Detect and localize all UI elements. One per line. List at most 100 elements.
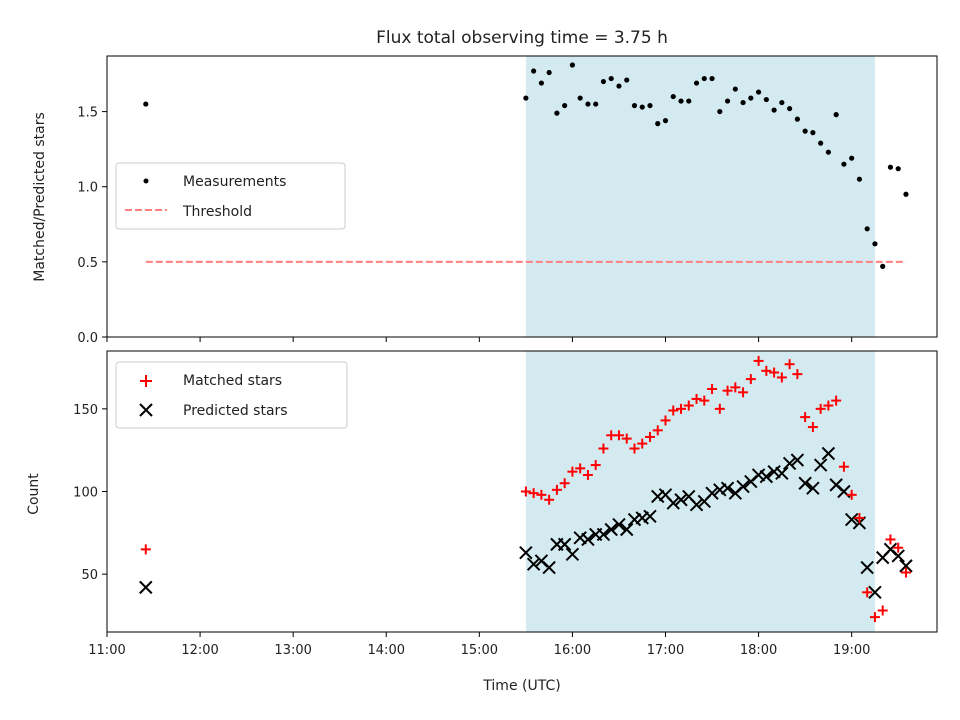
measurement-point <box>825 149 832 155</box>
matched-star-point <box>629 443 640 454</box>
predicted-star-stroke-b <box>767 464 781 479</box>
measurement-point <box>818 140 824 146</box>
predicted-star-stroke-b <box>759 469 774 484</box>
measurement-point <box>771 107 777 113</box>
top-observing-window-shade <box>525 56 875 337</box>
matched-star-point <box>582 469 593 480</box>
legend-predicted-marker <box>139 403 153 417</box>
measurement-point <box>639 104 645 110</box>
matched-star-point <box>753 355 764 366</box>
matched-star-point <box>730 382 741 393</box>
matched-star-point <box>854 512 865 523</box>
measurement-point <box>523 95 529 101</box>
predicted-star-stroke-b <box>705 486 719 500</box>
measurement-point <box>802 128 808 134</box>
measurement-point <box>655 121 661 127</box>
x-tick-label: 12:00 <box>181 643 218 658</box>
predicted-star-point <box>720 481 735 495</box>
matched-star-point <box>838 461 849 472</box>
measurement-point <box>608 75 614 82</box>
bottom-y-tick-label: 50 <box>81 568 98 583</box>
legend-matched-marker <box>140 375 152 387</box>
measurement-point <box>872 241 878 247</box>
matched-star-point <box>652 425 663 436</box>
predicted-star-stroke-b <box>682 489 696 504</box>
predicted-star-stroke-b <box>557 537 572 552</box>
measurement-point <box>787 105 793 112</box>
top-panel: 0.0 0.5 1.0 1.5 Matched/Predicted stars Mea… <box>32 55 938 346</box>
measurement-point <box>554 110 560 116</box>
predicted-star-point <box>620 522 634 537</box>
predicted-star-point <box>542 560 556 575</box>
matched-star-point <box>140 544 151 555</box>
predicted-star-stroke-b <box>519 545 533 560</box>
predicted-star-point <box>526 557 541 571</box>
matched-star-point <box>885 534 896 545</box>
measurement-point <box>887 164 894 170</box>
predicted-star-stroke-b <box>674 493 688 507</box>
matched-star-point <box>621 433 632 444</box>
predicted-star-point <box>860 560 874 575</box>
top-y-axis: 0.0 0.5 1.0 1.5 <box>77 106 107 346</box>
legend-predicted-label: Predicted stars <box>183 403 288 419</box>
matched-star-point <box>815 403 826 414</box>
predicted-star-point <box>782 456 797 471</box>
predicted-star-point <box>775 466 789 481</box>
legend-matched-label: Matched stars <box>183 373 282 389</box>
predicted-star-stroke-b <box>604 522 618 537</box>
predicted-star-point <box>844 512 859 527</box>
x-tick-label: 13:00 <box>274 643 311 658</box>
predicted-star-point <box>689 498 704 512</box>
x-tick-label: 15:00 <box>461 643 498 658</box>
measurement-point <box>864 226 870 232</box>
measurement-point <box>701 75 707 82</box>
x-tick-label: 19:00 <box>833 643 870 658</box>
predicted-star-point <box>604 522 618 537</box>
measurement-point <box>600 78 607 85</box>
top-x-ticks <box>106 337 853 342</box>
predicted-star-point <box>612 517 626 532</box>
measurement-point <box>647 102 653 109</box>
matched-star-point <box>776 372 787 383</box>
measurement-point <box>880 263 886 269</box>
predicted-star-point <box>790 453 805 467</box>
bottom-y-tick-label: 100 <box>73 486 98 501</box>
measurement-point <box>678 98 684 104</box>
predicted-star-stroke-b <box>806 481 820 495</box>
measurement-point <box>538 80 544 86</box>
matched-star-point <box>660 415 671 426</box>
matched-star-point <box>676 403 687 414</box>
matched-star-point <box>862 587 873 598</box>
measurement-point <box>585 101 591 107</box>
predicted-star-point <box>519 545 533 560</box>
top-y-axis-label: Matched/Predicted stars <box>32 112 48 282</box>
matched-star-point <box>900 567 911 578</box>
top-plot-frame <box>106 55 938 338</box>
predicted-star-stroke-b <box>542 560 556 575</box>
x-axis-label: Time (UTC) <box>482 678 560 694</box>
bottom-observing-window-shade <box>525 351 875 632</box>
legend-measurements-marker <box>143 178 149 184</box>
matched-star-point <box>644 431 655 442</box>
measurement-point <box>593 101 599 107</box>
measurement-point <box>693 80 700 86</box>
matched-star-point <box>893 542 904 553</box>
predicted-star-stroke-b <box>790 453 805 467</box>
predicted-star-stroke-b <box>860 560 874 575</box>
predicted-star-stroke-b <box>736 479 750 494</box>
measurement-point <box>763 96 769 103</box>
predicted-star-stroke-b <box>565 547 580 562</box>
predicted-star-stroke-b <box>798 476 812 490</box>
matched-star-point <box>846 489 857 500</box>
predicted-star-point <box>891 549 905 563</box>
predicted-star-stroke-b <box>837 484 851 499</box>
measurement-point <box>546 69 552 76</box>
bottom-y-axis: 50 100 150 <box>73 403 107 583</box>
predicted-star-stroke-b <box>526 557 541 571</box>
measurement-point <box>779 99 785 106</box>
matched-star-point <box>707 384 718 395</box>
predicted-star-point <box>899 559 913 573</box>
predicted-star-stroke-b <box>534 554 549 568</box>
measurement-point <box>748 95 754 101</box>
